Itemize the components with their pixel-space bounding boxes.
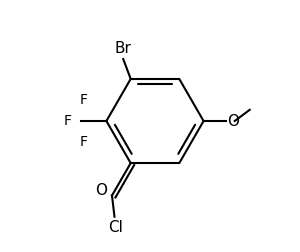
Text: O: O <box>227 113 239 129</box>
Text: O: O <box>95 183 107 198</box>
Text: Br: Br <box>115 41 132 56</box>
Text: F: F <box>80 135 88 149</box>
Text: F: F <box>64 114 72 128</box>
Text: Cl: Cl <box>108 220 123 235</box>
Text: F: F <box>80 93 88 107</box>
